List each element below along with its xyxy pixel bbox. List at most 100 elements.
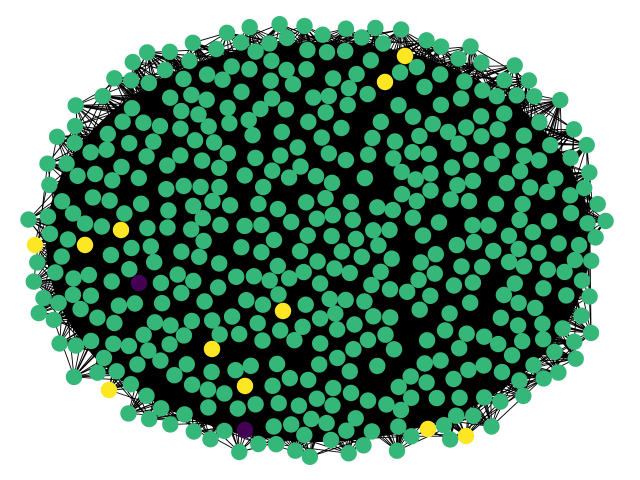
graph-node [347, 410, 364, 427]
graph-node [450, 50, 467, 67]
graph-edge [237, 95, 330, 409]
graph-node [493, 142, 510, 159]
graph-node [488, 88, 505, 105]
graph-node [195, 232, 212, 250]
graph-node [392, 21, 410, 38]
graph-node [515, 387, 532, 405]
graph-node [581, 288, 598, 305]
graph-node [250, 195, 267, 213]
graph-node [263, 52, 280, 69]
graph-node [202, 431, 219, 448]
graph-node [219, 145, 236, 162]
graph-node [337, 20, 355, 37]
graph-node [48, 128, 66, 145]
graph-node [311, 275, 329, 292]
graph-node [317, 104, 334, 121]
graph-node [402, 368, 419, 385]
graph-node [209, 279, 227, 296]
graph-node [211, 326, 228, 343]
graph-node [562, 187, 579, 204]
graph-node [359, 85, 376, 103]
graph-node [359, 331, 377, 349]
graph-node [418, 374, 435, 391]
graph-edge [345, 50, 417, 68]
graph-node [152, 274, 170, 292]
graph-node [172, 120, 189, 137]
graph-node [511, 163, 529, 180]
graph-node [327, 305, 344, 322]
graph-node [422, 165, 439, 182]
graph-node [566, 251, 584, 269]
graph-node [223, 308, 241, 325]
graph-node [312, 335, 329, 352]
graph-node [30, 304, 47, 322]
graph-node [558, 287, 575, 304]
graph-node [365, 222, 382, 239]
graph-edge [73, 80, 272, 279]
graph-node [342, 384, 360, 402]
graph-node [324, 70, 342, 87]
graph-node [385, 150, 402, 167]
graph-node [320, 145, 337, 162]
graph-node [211, 255, 228, 272]
graph-node [473, 54, 490, 71]
graph-node [430, 214, 448, 231]
graph-node [369, 199, 386, 216]
graph-node [39, 208, 57, 225]
graph-node [82, 287, 100, 304]
graph-node [290, 397, 308, 414]
graph-node [123, 72, 140, 89]
graph-node [102, 246, 120, 264]
graph-node [65, 368, 83, 386]
graph-node [273, 123, 290, 141]
graph-node-yellow [419, 420, 437, 438]
graph-node [348, 65, 365, 83]
graph-edge [75, 105, 133, 109]
graph-node [422, 287, 439, 304]
graph-node [451, 389, 468, 406]
graph-node [295, 263, 312, 281]
graph-node [347, 230, 365, 248]
graph-node [492, 309, 509, 326]
graph-node [506, 275, 523, 292]
graph-node [108, 363, 125, 380]
graph-node [300, 371, 317, 389]
graph-edge [96, 166, 122, 318]
graph-node [511, 372, 528, 389]
graph-node [145, 133, 162, 150]
graph-node [241, 19, 258, 36]
graph-node [324, 207, 341, 224]
graph-node [323, 174, 341, 191]
graph-node [20, 211, 37, 228]
graph-node [485, 242, 502, 260]
graph-edge [376, 65, 516, 367]
graph-node [297, 296, 314, 313]
graph-node [66, 117, 84, 135]
graph-node [29, 254, 46, 271]
graph-node [393, 163, 410, 181]
graph-node [72, 300, 89, 318]
graph-node [82, 144, 99, 161]
graph-node [53, 193, 71, 210]
graph-node [515, 127, 533, 144]
graph-node [576, 179, 593, 197]
graph-node [271, 16, 288, 33]
graph-node [307, 168, 325, 185]
graph-node [262, 72, 279, 89]
graph-node [272, 147, 289, 164]
graph-node [300, 113, 317, 130]
graph-node [338, 422, 355, 439]
graph-node [492, 393, 509, 410]
graph-node [403, 428, 420, 445]
graph-node [301, 448, 319, 465]
graph-node [98, 141, 115, 158]
graph-node [236, 217, 253, 235]
graph-node [146, 254, 163, 271]
graph-edge [261, 155, 525, 226]
graph-node [473, 128, 490, 145]
graph-edge [407, 244, 580, 293]
graph-node [408, 192, 425, 210]
graph-edge [130, 383, 349, 454]
graph-node [535, 370, 552, 387]
graph-node [87, 165, 104, 183]
